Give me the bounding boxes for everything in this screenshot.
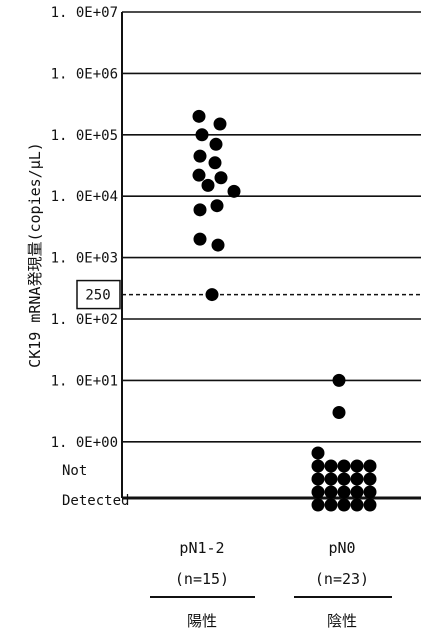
- data-point: [192, 109, 206, 123]
- data-points: [192, 109, 377, 512]
- data-point: [363, 498, 377, 512]
- y-tick-label: 1. 0E+05: [51, 128, 118, 144]
- y-tick-label: 1. 0E+06: [51, 66, 118, 82]
- data-point: [209, 137, 223, 151]
- data-point: [350, 498, 364, 512]
- cutoff-label-box: [76, 279, 121, 310]
- y-tick-label: 1. 0E+00: [51, 435, 118, 451]
- data-point: [324, 459, 338, 473]
- y-tick-labels: 1. 0E+07 1. 0E+06 1. 0E+05 1. 0E+04 1. 0E+03…: [51, 5, 118, 451]
- data-point: [350, 485, 364, 499]
- data-point: [337, 459, 351, 473]
- data-point: [337, 472, 351, 486]
- group-n-pn12: (n=15): [175, 570, 229, 588]
- data-point: [208, 156, 222, 170]
- data-point: [195, 128, 209, 142]
- data-point: [213, 117, 227, 131]
- group-label-pn12: pN1-2: [179, 539, 224, 557]
- data-point: [311, 446, 325, 460]
- data-point: [201, 178, 215, 192]
- data-point: [311, 485, 325, 499]
- data-point: [324, 485, 338, 499]
- data-point: [311, 459, 325, 473]
- data-point: [363, 472, 377, 486]
- not-detected-label-line2: Detected: [62, 493, 129, 509]
- data-point: [192, 168, 206, 182]
- grid-lines: [122, 11, 421, 443]
- data-point: [337, 485, 351, 499]
- y-tick-label: 1. 0E+02: [51, 312, 118, 328]
- data-point: [350, 472, 364, 486]
- group-jp-pn12: 陽性: [187, 612, 217, 630]
- data-point: [311, 498, 325, 512]
- data-point: [193, 232, 207, 246]
- data-point: [311, 472, 325, 486]
- y-tick-label: 1. 0E+04: [51, 189, 118, 205]
- data-point: [324, 498, 338, 512]
- data-point: [363, 459, 377, 473]
- data-point: [337, 498, 351, 512]
- data-point: [332, 406, 346, 420]
- y-axis-label: CK19 mRNA発現量(copies/μL): [26, 142, 44, 368]
- data-point: [350, 459, 364, 473]
- data-point: [332, 373, 346, 387]
- y-tick-label: 1. 0E+01: [51, 373, 118, 389]
- data-point: [227, 184, 241, 198]
- data-point: [324, 472, 338, 486]
- data-point: [214, 171, 228, 185]
- data-point: [363, 485, 377, 499]
- not-detected-label-line1: Not: [62, 463, 87, 479]
- data-point: [211, 238, 225, 252]
- y-tick-label: 1. 0E+07: [51, 5, 118, 21]
- group-n-pn0: (n=23): [315, 570, 369, 588]
- data-point: [193, 149, 207, 163]
- data-point: [193, 203, 207, 217]
- data-point: [205, 288, 219, 302]
- group-jp-pn0: 陰性: [327, 612, 357, 630]
- cutoff-label: 250: [85, 288, 110, 304]
- group-label-pn0: pN0: [328, 539, 355, 557]
- data-point: [210, 199, 224, 213]
- y-tick-label: 1. 0E+03: [51, 251, 118, 267]
